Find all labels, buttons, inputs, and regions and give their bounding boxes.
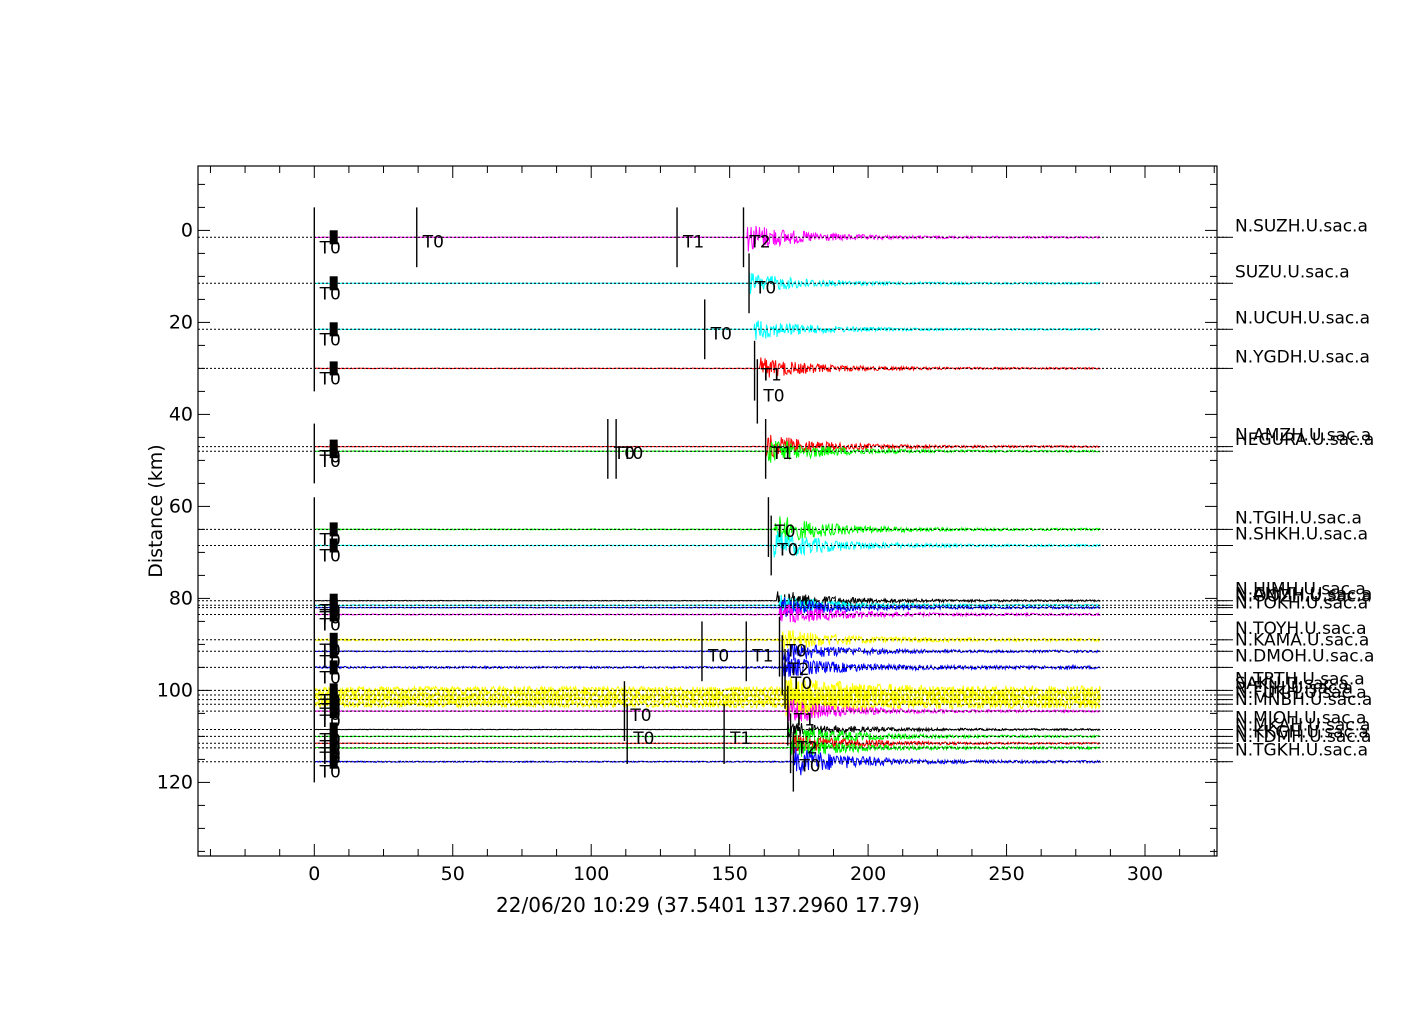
phase-pick-label: T0: [629, 706, 651, 726]
origin-marker-label: T0: [319, 616, 341, 636]
x-tick-label: 50: [441, 863, 465, 885]
origin-marker-label: T0: [319, 330, 341, 350]
x-tick-label: 150: [712, 863, 748, 885]
phase-pick-label: T1: [793, 711, 815, 731]
phase-pick-label: T1: [771, 444, 793, 464]
phase-pick-label: T1: [682, 232, 704, 252]
phase-pick-label: T0: [613, 444, 635, 464]
x-tick-label: 200: [850, 863, 886, 885]
plot-frame: [197, 165, 1218, 857]
chart-caption: 22/06/20 10:29 (37.5401 137.2960 17.79): [496, 893, 920, 917]
phase-pick-label: T0: [784, 642, 806, 662]
y-tick-label: 20: [169, 311, 193, 333]
station-label: N.TGKH.U.sac.a: [1235, 741, 1368, 761]
phase-pick-label: T0: [776, 541, 798, 561]
phase-pick-label: T0: [621, 444, 643, 464]
station-label: N.TGIH.U.sac.a: [1235, 508, 1362, 528]
axes-layer: 0 50 100 150 200 250 300 0 20 40 60 80 100 120: [157, 165, 1218, 885]
origin-marker-label: T0: [319, 547, 341, 567]
phase-pick-label: T1: [751, 646, 773, 666]
x-tick-label: 100: [573, 863, 609, 885]
station-labels-layer: N.SUZH.U.sac.a SUZU.U.sac.a N.UCUH.U.sac.a…: [1217, 216, 1374, 763]
station-label: N.TRTH.U.sac.a: [1235, 669, 1365, 689]
phase-pick-label: T0: [773, 522, 795, 542]
y-tick-label: 80: [169, 587, 193, 609]
phase-pick-label: T0: [798, 757, 820, 777]
origin-marker-label: T0: [319, 452, 341, 472]
station-label: HEGURA.U.sac.a: [1235, 430, 1374, 450]
station-label: N.SHKH.U.sac.a: [1235, 525, 1368, 545]
origin-marker: [329, 361, 338, 376]
origin-marker: [329, 230, 338, 245]
station-label: N.OOZH.U.sac.a: [1235, 587, 1372, 607]
phase-pick-label: T0: [790, 674, 812, 694]
x-tick-label: 0: [308, 863, 320, 885]
y-tick-label: 60: [169, 495, 193, 517]
origin-marker: [329, 522, 338, 537]
reference-lines-layer: T0T0T0T0T0T0T0T0T0T0T0T0T0T0T0T0T0T0T0T0…: [198, 230, 1227, 783]
phase-pick-label: T0: [422, 232, 444, 252]
x-tick-label: 300: [1127, 863, 1163, 885]
station-label: N.FJIH.U.sac.a: [1235, 679, 1353, 699]
origin-marker: [329, 740, 338, 755]
origin-marker: [329, 660, 338, 675]
station-label: N.MNBH.U.sac.a: [1235, 690, 1372, 710]
y-tick-label: 120: [157, 771, 193, 793]
station-label: N.MIOH.U.sac.a: [1235, 709, 1366, 729]
station-label: N.TOYH.U.sac.a: [1235, 619, 1367, 639]
origin-marker: [329, 754, 338, 769]
station-label: N.MKAH.U.sac.a: [1235, 715, 1370, 735]
station-label: N.FUKH.U.sac.a: [1235, 683, 1367, 703]
y-tick-label: 100: [157, 679, 193, 701]
station-label: N.HIMH.U.sac.a: [1235, 580, 1366, 600]
origin-marker: [329, 644, 338, 659]
station-label: N.UCUH.U.sac.a: [1235, 308, 1370, 328]
phase-pick-label: T0: [710, 324, 732, 344]
station-label: N.KKGH.U.sac.a: [1235, 722, 1369, 742]
origin-marker-label: T0: [319, 284, 341, 304]
station-label: N.DMOH.U.sac.a: [1235, 646, 1374, 666]
station-label: SAKU.U.sac.a: [1235, 674, 1349, 694]
y-tick-label: 40: [169, 403, 193, 425]
phase-pick-label: T0: [762, 386, 784, 406]
origin-marker-label: T0: [319, 369, 341, 389]
phase-pick-label: T2: [748, 232, 770, 252]
phase-pick-label: T0: [632, 729, 654, 749]
station-label: N.TDMH.U.sac.a: [1235, 727, 1371, 747]
phase-pick-label: T2: [787, 660, 809, 680]
origin-marker: [329, 444, 338, 459]
origin-marker: [329, 538, 338, 553]
x-tick-label: 250: [988, 863, 1024, 885]
phase-pick-label: T1: [760, 366, 782, 386]
y-axis-title: Distance (km): [145, 444, 167, 577]
station-label: SUZU.U.sac.a: [1235, 262, 1350, 282]
origin-marker: [329, 322, 338, 337]
station-label: N.AMZH.U.sac.a: [1235, 426, 1371, 446]
station-label: N.KAMA.U.sac.a: [1235, 630, 1369, 650]
station-label: N.ANMH.U.sac.a: [1235, 584, 1372, 604]
origin-marker: [329, 276, 338, 291]
phase-pick-label: T2: [796, 738, 818, 758]
phase-pick-label: T0: [754, 278, 776, 298]
phase-pick-label: T1: [729, 729, 751, 749]
station-label: N.YGDH.U.sac.a: [1235, 347, 1370, 367]
origin-marker-label: T0: [319, 238, 341, 258]
origin-marker: [329, 704, 338, 719]
origin-marker-label: T0: [319, 763, 341, 783]
phase-pick-label: T0: [707, 646, 729, 666]
station-label: N.SUZH.U.sac.a: [1235, 216, 1368, 236]
station-label: N.TOKH.U.sac.a: [1235, 594, 1368, 614]
seismic-trace: [313, 689, 1101, 717]
y-tick-label: 0: [181, 219, 193, 241]
origin-marker: [329, 607, 338, 622]
origin-marker: [329, 632, 338, 647]
